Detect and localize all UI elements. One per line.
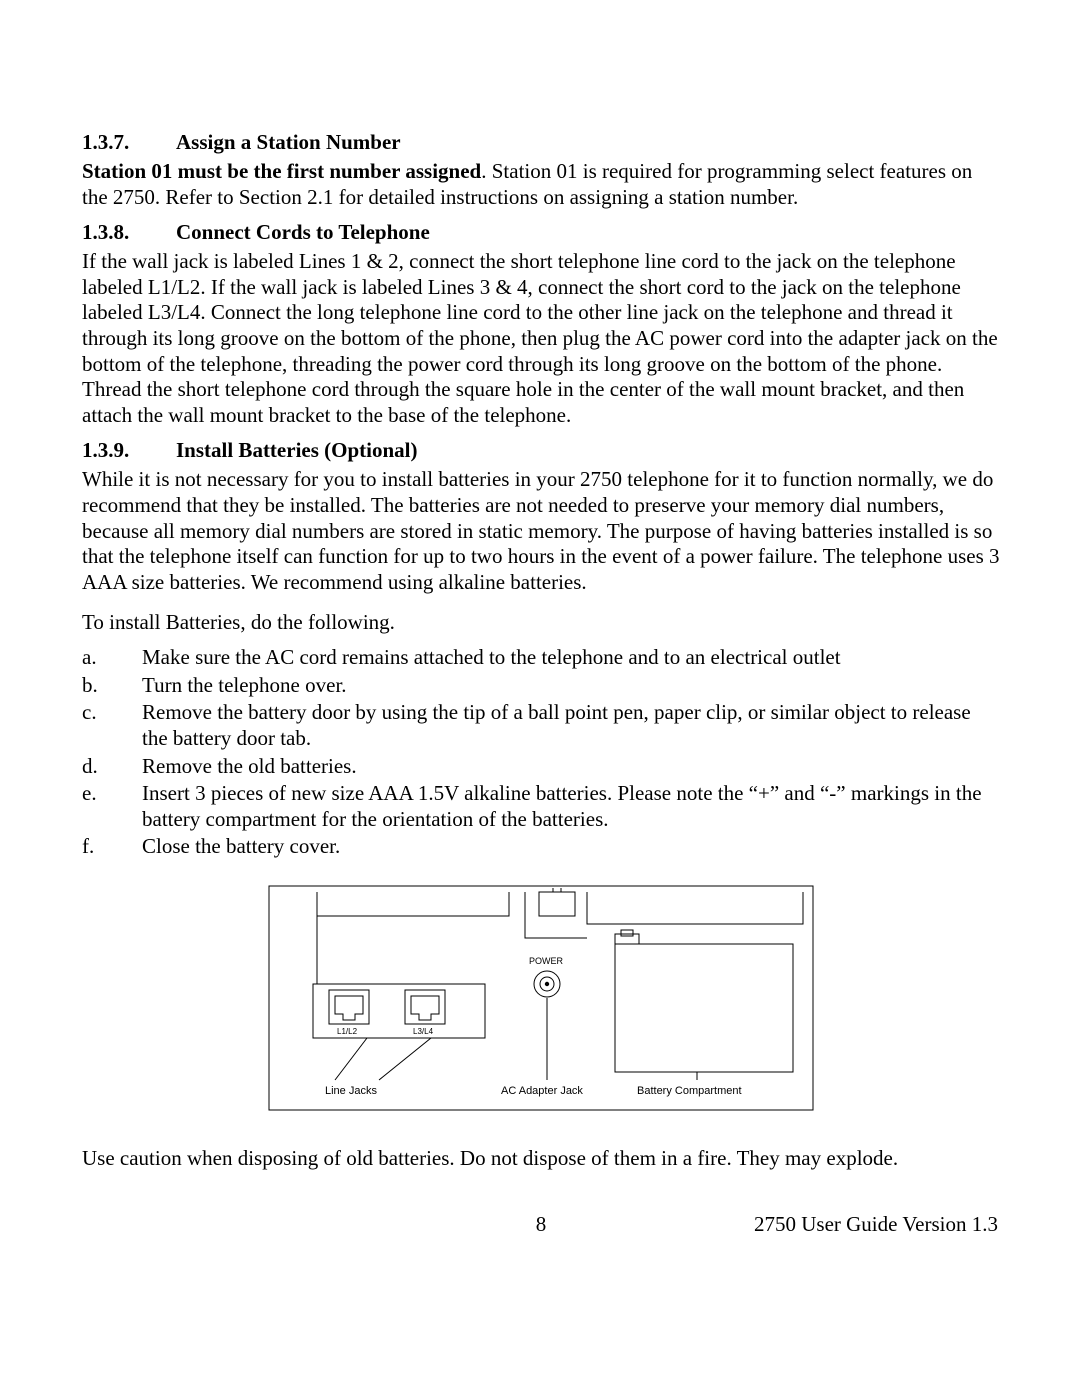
- section-title: Connect Cords to Telephone: [176, 220, 430, 244]
- para-138: If the wall jack is labeled Lines 1 & 2,…: [82, 249, 1000, 428]
- svg-text:AC Adapter Jack: AC Adapter Jack: [501, 1085, 583, 1097]
- battery-install-list: a. Make sure the AC cord remains attache…: [82, 645, 1000, 860]
- list-text: Make sure the AC cord remains attached t…: [142, 645, 1000, 671]
- para-139-2: To install Batteries, do the following.: [82, 610, 1000, 636]
- section-number: 1.3.8.: [82, 220, 176, 245]
- section-heading-139: 1.3.9.Install Batteries (Optional): [82, 438, 1000, 463]
- page-number: 8: [536, 1212, 547, 1237]
- para-137-bold: Station 01 must be the first number assi…: [82, 159, 481, 183]
- list-marker: c.: [82, 700, 142, 751]
- list-text: Remove the battery door by using the tip…: [142, 700, 1000, 751]
- section-title: Install Batteries (Optional): [176, 438, 418, 462]
- list-text: Close the battery cover.: [142, 834, 1000, 860]
- list-text: Insert 3 pieces of new size AAA 1.5V alk…: [142, 781, 1000, 832]
- list-marker: f.: [82, 834, 142, 860]
- para-139-1: While it is not necessary for you to ins…: [82, 467, 1000, 595]
- section-title: Assign a Station Number: [176, 130, 401, 154]
- para-137: Station 01 must be the first number assi…: [82, 159, 1000, 210]
- list-item: e. Insert 3 pieces of new size AAA 1.5V …: [82, 781, 1000, 832]
- svg-text:Battery Compartment: Battery Compartment: [637, 1085, 742, 1097]
- list-text: Turn the telephone over.: [142, 673, 1000, 699]
- list-marker: a.: [82, 645, 142, 671]
- list-marker: e.: [82, 781, 142, 832]
- list-marker: b.: [82, 673, 142, 699]
- svg-text:Line Jacks: Line Jacks: [325, 1085, 377, 1097]
- doc-version: 2750 User Guide Version 1.3: [754, 1212, 998, 1237]
- page-footer: 8 2750 User Guide Version 1.3: [82, 1212, 1000, 1237]
- list-item: b. Turn the telephone over.: [82, 673, 1000, 699]
- list-item: c. Remove the battery door by using the …: [82, 700, 1000, 751]
- section-heading-138: 1.3.8.Connect Cords to Telephone: [82, 220, 1000, 245]
- list-item: d. Remove the old batteries.: [82, 754, 1000, 780]
- section-number: 1.3.9.: [82, 438, 176, 463]
- svg-text:L1/L2: L1/L2: [337, 1027, 358, 1036]
- section-heading-137: 1.3.7.Assign a Station Number: [82, 130, 1000, 155]
- list-item: f. Close the battery cover.: [82, 834, 1000, 860]
- list-marker: d.: [82, 754, 142, 780]
- telephone-bottom-diagram: L1/L2 L3/L4 POWER Line Jacks AC Adapter Jack…: [82, 884, 1000, 1112]
- section-number: 1.3.7.: [82, 130, 176, 155]
- svg-text:POWER: POWER: [529, 956, 564, 966]
- list-item: a. Make sure the AC cord remains attache…: [82, 645, 1000, 671]
- para-caution: Use caution when disposing of old batter…: [82, 1146, 1000, 1172]
- list-text: Remove the old batteries.: [142, 754, 1000, 780]
- svg-text:L3/L4: L3/L4: [413, 1027, 434, 1036]
